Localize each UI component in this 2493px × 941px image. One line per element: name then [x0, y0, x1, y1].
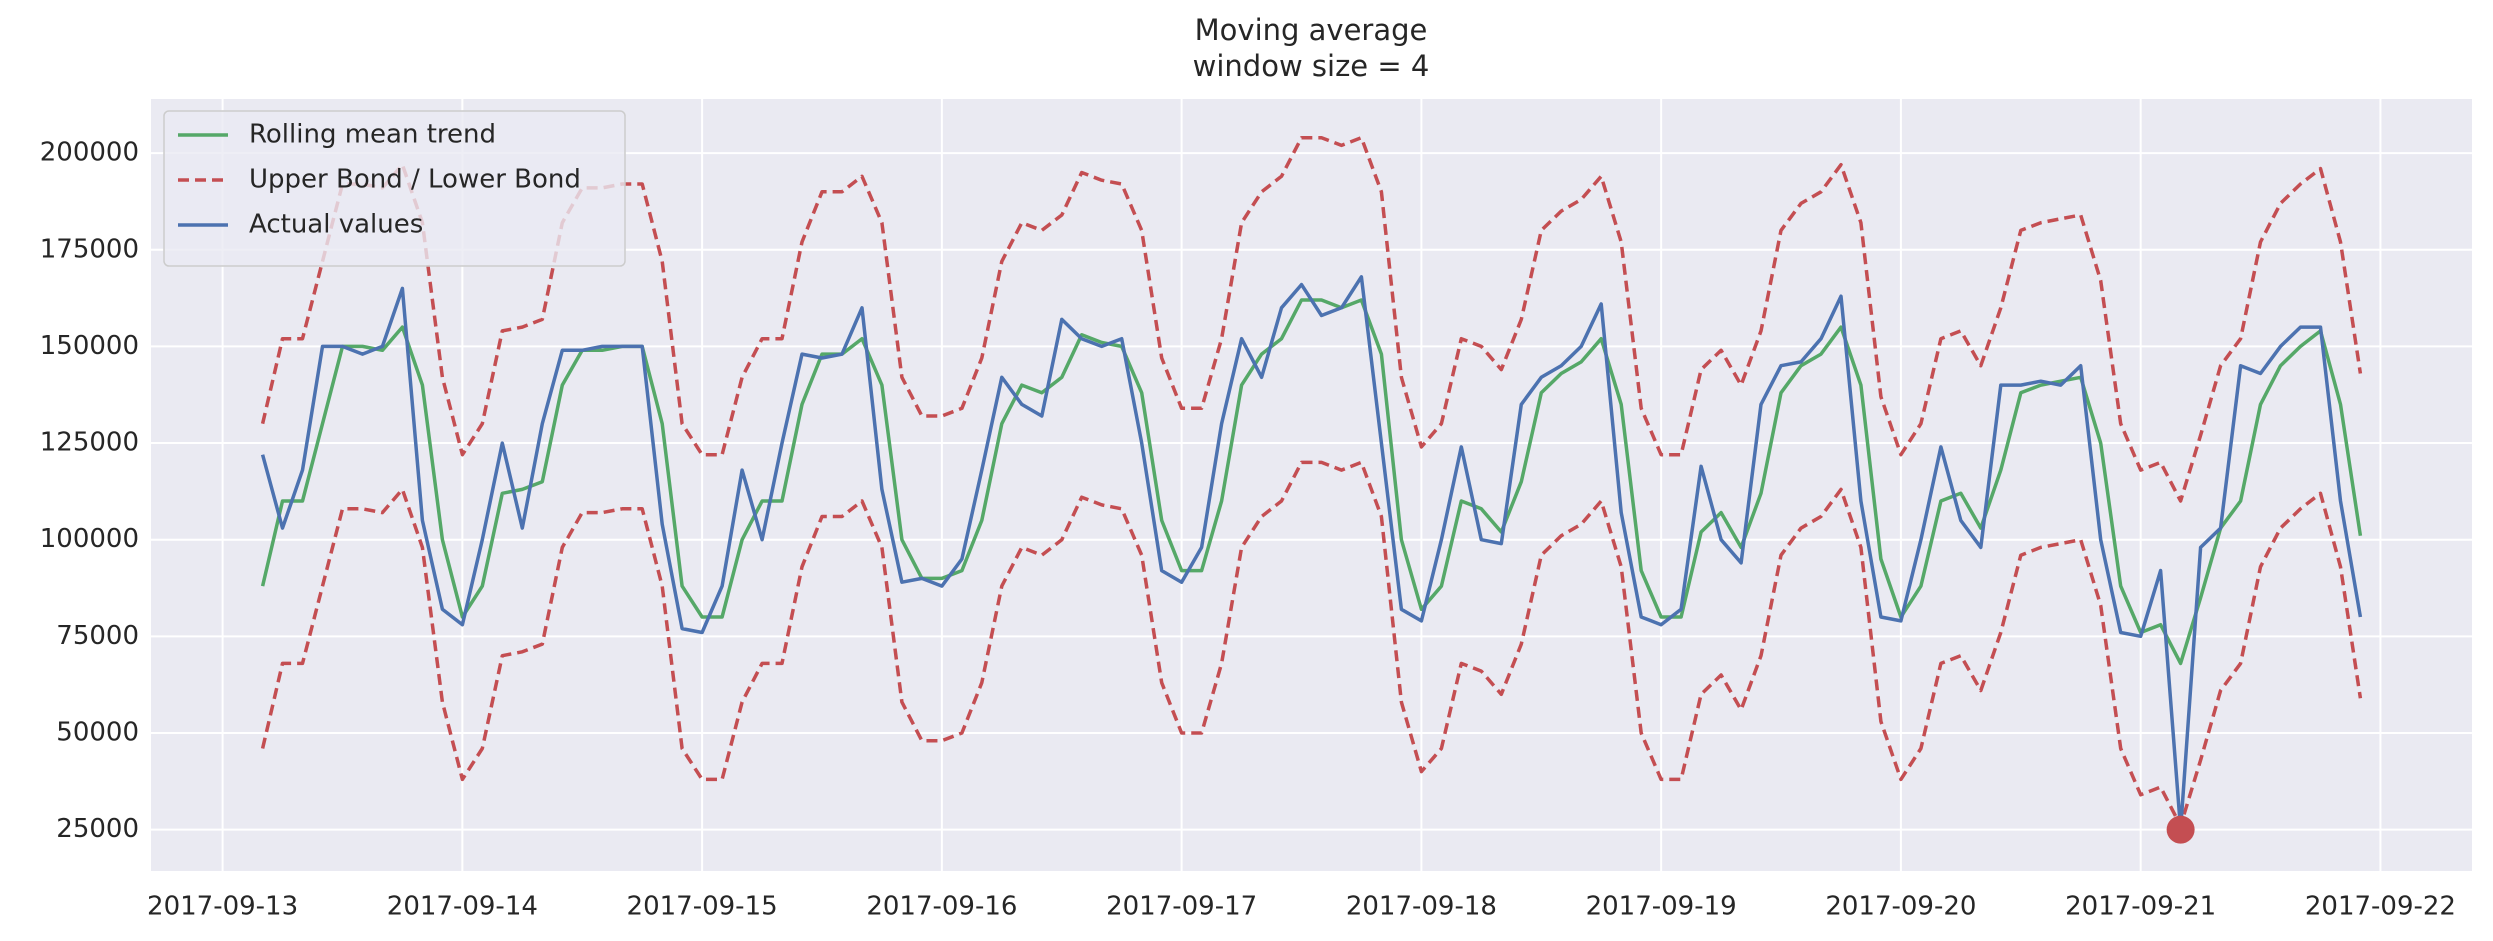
- legend-box: [163, 110, 626, 267]
- y-tick-label: 100000: [40, 524, 139, 554]
- y-tick-label: 150000: [40, 331, 139, 361]
- x-tick-label: 2017-09-18: [1346, 892, 1497, 922]
- y-tick-label: 200000: [40, 138, 139, 168]
- anomaly-marker: [2166, 815, 2195, 844]
- series-line: [260, 460, 2363, 828]
- x-tick-label: 2017-09-17: [1106, 892, 1257, 922]
- chart-title: Moving average: [1195, 13, 1428, 47]
- x-tick-label: 2017-09-16: [866, 892, 1017, 922]
- legend-label: Upper Bond / Lower Bond: [249, 165, 581, 195]
- x-tick-label: 2017-09-20: [1825, 892, 1976, 922]
- series-line: [260, 275, 2363, 832]
- x-tick-label: 2017-09-15: [627, 892, 778, 922]
- x-tick-label: 2017-09-22: [2305, 892, 2456, 922]
- y-tick-label: 75000: [56, 621, 139, 651]
- legend-label: Rolling mean trend: [249, 120, 496, 150]
- y-tick-label: 25000: [56, 814, 139, 844]
- y-tick-label: 175000: [40, 234, 139, 264]
- y-tick-label: 125000: [40, 428, 139, 458]
- x-tick-label: 2017-09-13: [147, 892, 298, 922]
- x-tick-label: 2017-09-21: [2065, 892, 2216, 922]
- legend-label: Actual values: [249, 210, 423, 240]
- y-tick-label: 50000: [56, 717, 139, 747]
- chart-subtitle: window size = 4: [1193, 49, 1430, 83]
- x-tick-label: 2017-09-19: [1586, 892, 1737, 922]
- x-tick-label: 2017-09-14: [387, 892, 538, 922]
